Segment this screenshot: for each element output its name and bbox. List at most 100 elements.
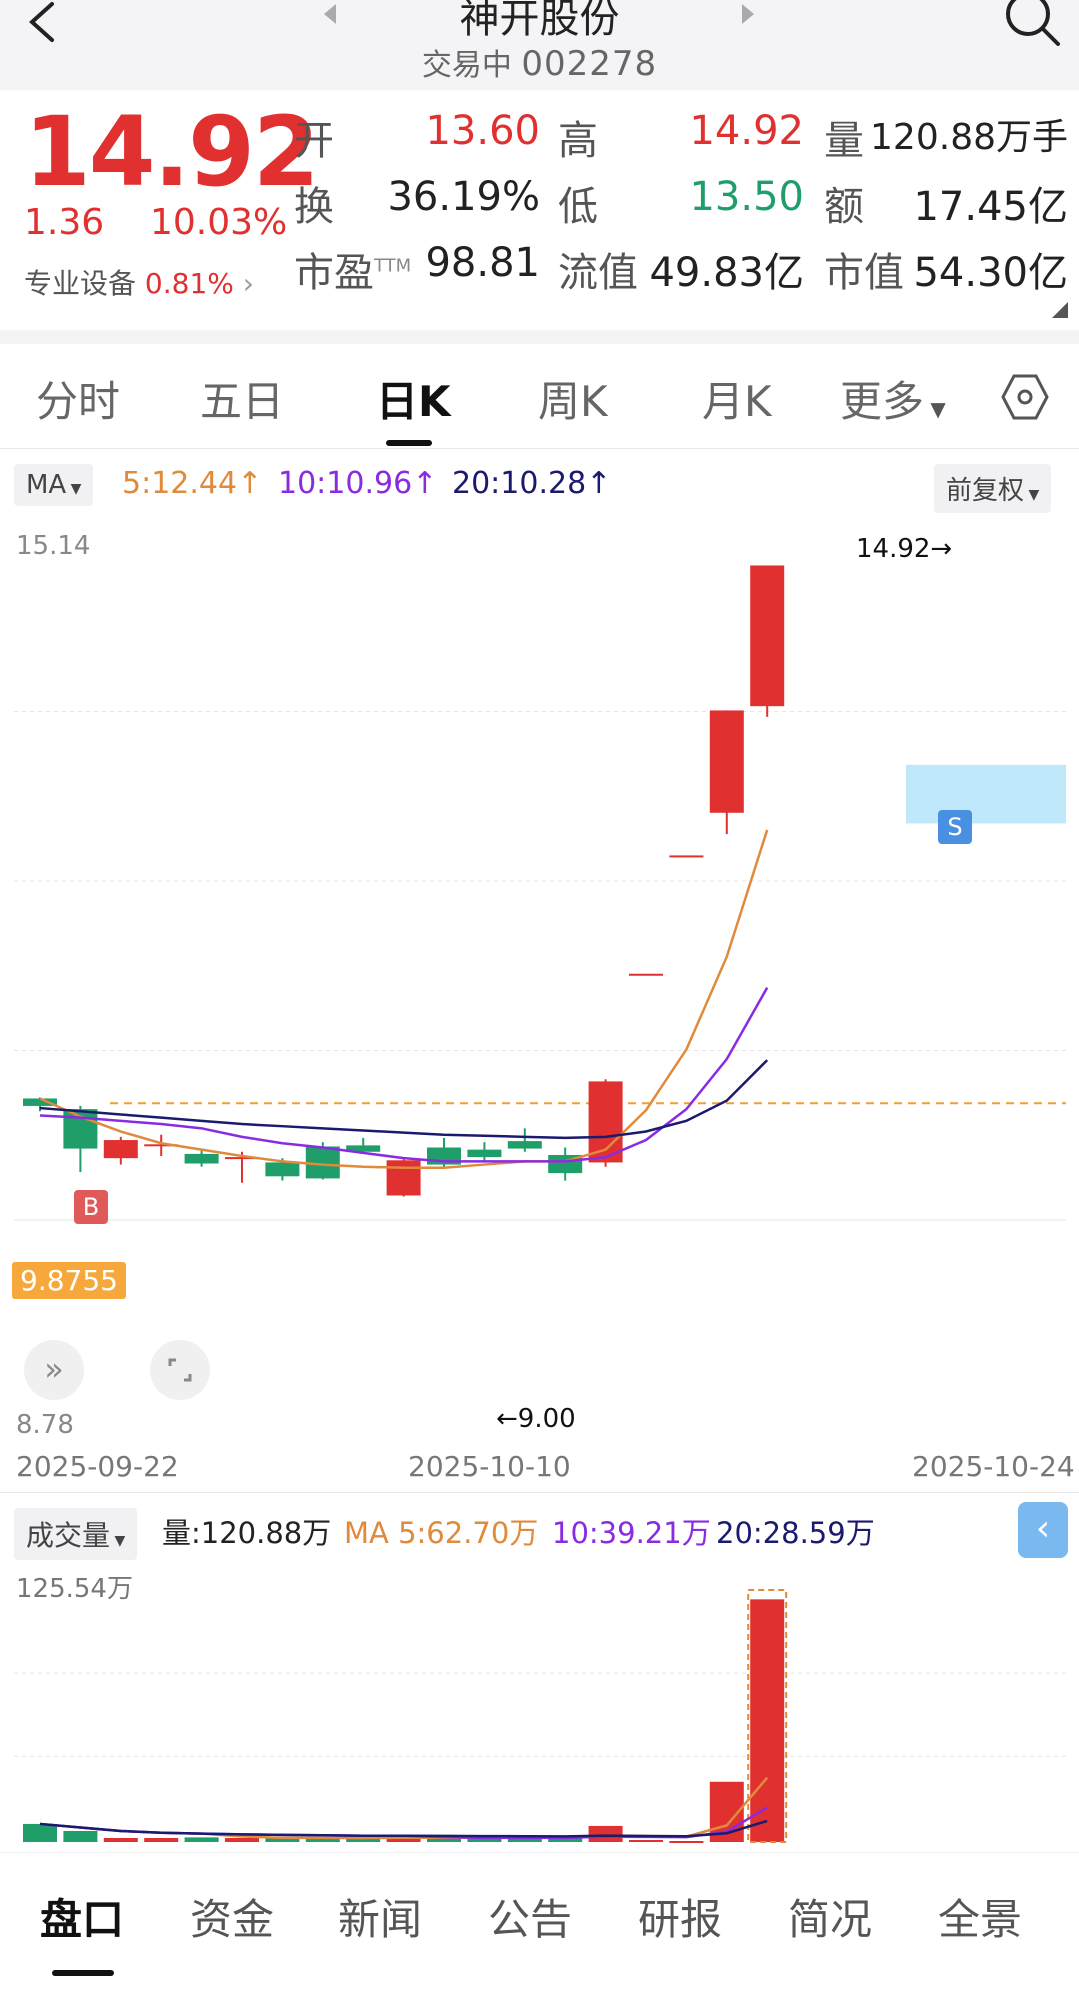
quote-panel: 14.92 1.36 10.03% 专业设备 0.81% › 开 13.60 换… <box>0 90 1079 330</box>
chevron-left-icon[interactable] <box>22 0 62 44</box>
tabs-divider <box>0 448 1079 449</box>
fullscreen-icon[interactable] <box>150 1340 210 1400</box>
open-value: 13.60 <box>425 108 540 154</box>
candle-body <box>669 855 704 858</box>
prev-stock-icon[interactable] <box>320 2 340 26</box>
active-tab-indicator <box>386 440 432 446</box>
volume-ma5: MA 5:62.70万 <box>344 1516 539 1550</box>
ma10-line <box>39 986 769 1163</box>
sell-marker[interactable]: S <box>938 810 972 844</box>
limit-up-zone <box>906 764 1066 824</box>
nav-funds[interactable]: 资金 <box>190 1895 275 1944</box>
candle-body <box>750 565 785 707</box>
chart-divider <box>0 1492 1079 1493</box>
ma-indicator-selector[interactable]: MA ▼ <box>14 464 94 506</box>
volume-ma20: 20:28.59万 <box>716 1516 875 1550</box>
ma20-line <box>39 1059 769 1140</box>
date-label-end: 2025-10-24 <box>912 1450 1075 1483</box>
mcap-value: 54.30亿 <box>913 250 1068 296</box>
volume-bar <box>346 1838 381 1842</box>
caret-down-icon: ▼ <box>110 1533 126 1549</box>
candle-body <box>144 1144 179 1147</box>
volume-bar <box>103 1837 138 1842</box>
price-change-pct: 10.03% <box>150 202 288 243</box>
y-max-label: 15.14 <box>16 531 90 561</box>
turnover-label: 换 <box>294 184 334 230</box>
kline-y-min-label: 8.78 <box>16 1410 74 1440</box>
tab-monthly-k[interactable]: 月K <box>702 377 772 426</box>
sector-pct: 0.81% <box>144 267 234 300</box>
stock-code: 002278 <box>521 44 658 84</box>
volume-bar <box>629 1839 663 1842</box>
volume-bar <box>467 1837 502 1842</box>
search-icon[interactable] <box>1000 0 1064 50</box>
volume-label: 量 <box>824 118 864 164</box>
volume-bar <box>588 1825 623 1842</box>
volume-current: 量:120.88万 <box>162 1516 332 1550</box>
high-price-marker: 14.92→ <box>856 534 953 564</box>
volume-max-outline <box>747 1589 788 1843</box>
collapse-chevron-icon[interactable]: ‹ <box>1018 1502 1068 1558</box>
volume-bar <box>507 1837 542 1842</box>
float-label: 流值 <box>558 250 638 296</box>
price-change: 1.36 <box>24 202 105 243</box>
nav-news[interactable]: 新闻 <box>338 1895 423 1944</box>
nav-profile[interactable]: 简况 <box>788 1895 873 1944</box>
buy-marker[interactable]: B <box>74 1190 108 1224</box>
stock-name: 神开股份 <box>459 0 620 42</box>
volume-indicator-selector[interactable]: 成交量 ▼ <box>14 1508 138 1560</box>
adjust-selector[interactable]: 前复权 ▼ <box>934 464 1052 513</box>
bottom-nav <box>0 1852 1079 1993</box>
volume-bar <box>144 1837 179 1842</box>
tab-intraday[interactable]: 分时 <box>36 377 121 426</box>
candle-body <box>63 1109 98 1149</box>
tab-weekly-k[interactable]: 周K <box>538 377 608 426</box>
amount-label: 额 <box>824 184 864 230</box>
cost-price-label: 9.8755 <box>12 1262 126 1299</box>
kline-chart[interactable]: 15.14 8.78 <box>0 520 1079 1240</box>
stock-status-code: 交易中 002278 <box>0 40 1079 84</box>
candle-body <box>23 1098 57 1106</box>
volume-bar <box>427 1837 461 1842</box>
volume-bar <box>265 1837 300 1842</box>
date-label-start: 2025-09-22 <box>16 1450 179 1483</box>
expand-panel-icon[interactable]: » <box>24 1340 84 1400</box>
date-label-mid: 2025-10-10 <box>408 1450 571 1483</box>
tab-more[interactable]: 更多 ▼ <box>840 377 946 426</box>
candle-body <box>467 1149 502 1158</box>
ma10-value: 10:10.96↑ <box>278 466 438 501</box>
mcap-label: 市值 <box>824 250 904 296</box>
nav-overview[interactable]: 全景 <box>938 1895 1023 1944</box>
amount-value: 17.45亿 <box>913 184 1068 230</box>
volume-chart[interactable] <box>0 1560 1079 1850</box>
open-label: 开 <box>294 118 334 164</box>
pe-label: 市盈TTM <box>294 250 412 296</box>
candle-body <box>184 1153 219 1164</box>
ma5-value: 5:12.44↑ <box>122 466 263 501</box>
nav-announcements[interactable]: 公告 <box>488 1895 573 1944</box>
high-value: 14.92 <box>689 108 804 154</box>
candle-body <box>346 1145 381 1152</box>
expand-corner-icon[interactable] <box>1050 300 1070 320</box>
volume-value: 120.88万手 <box>870 117 1068 158</box>
header-bar: 神开股份 交易中 002278 <box>0 0 1079 90</box>
ma20-value: 20:10.28↑ <box>452 466 612 501</box>
nav-order-book[interactable]: 盘口 <box>40 1895 125 1944</box>
low-value: 13.50 <box>689 174 804 220</box>
volume-bar <box>305 1837 340 1842</box>
volume-ma5-line <box>39 1776 769 1840</box>
volume-bar <box>63 1830 98 1842</box>
sector-link[interactable]: 专业设备 0.81% › <box>24 262 254 302</box>
low-price-marker: ←9.00 <box>496 1404 576 1434</box>
low-label: 低 <box>558 184 598 230</box>
hexagon-settings-icon[interactable] <box>1000 372 1050 422</box>
ma5-line <box>39 829 769 1170</box>
nav-research[interactable]: 研报 <box>638 1895 723 1944</box>
volume-ma20-line <box>39 1819 768 1838</box>
volume-bar <box>23 1823 57 1842</box>
tab-daily-k[interactable]: 日K <box>376 377 451 426</box>
volume-bar <box>669 1840 704 1843</box>
trading-status: 交易中 <box>421 48 512 83</box>
next-stock-icon[interactable] <box>738 2 758 26</box>
tab-five-day[interactable]: 五日 <box>200 377 285 426</box>
